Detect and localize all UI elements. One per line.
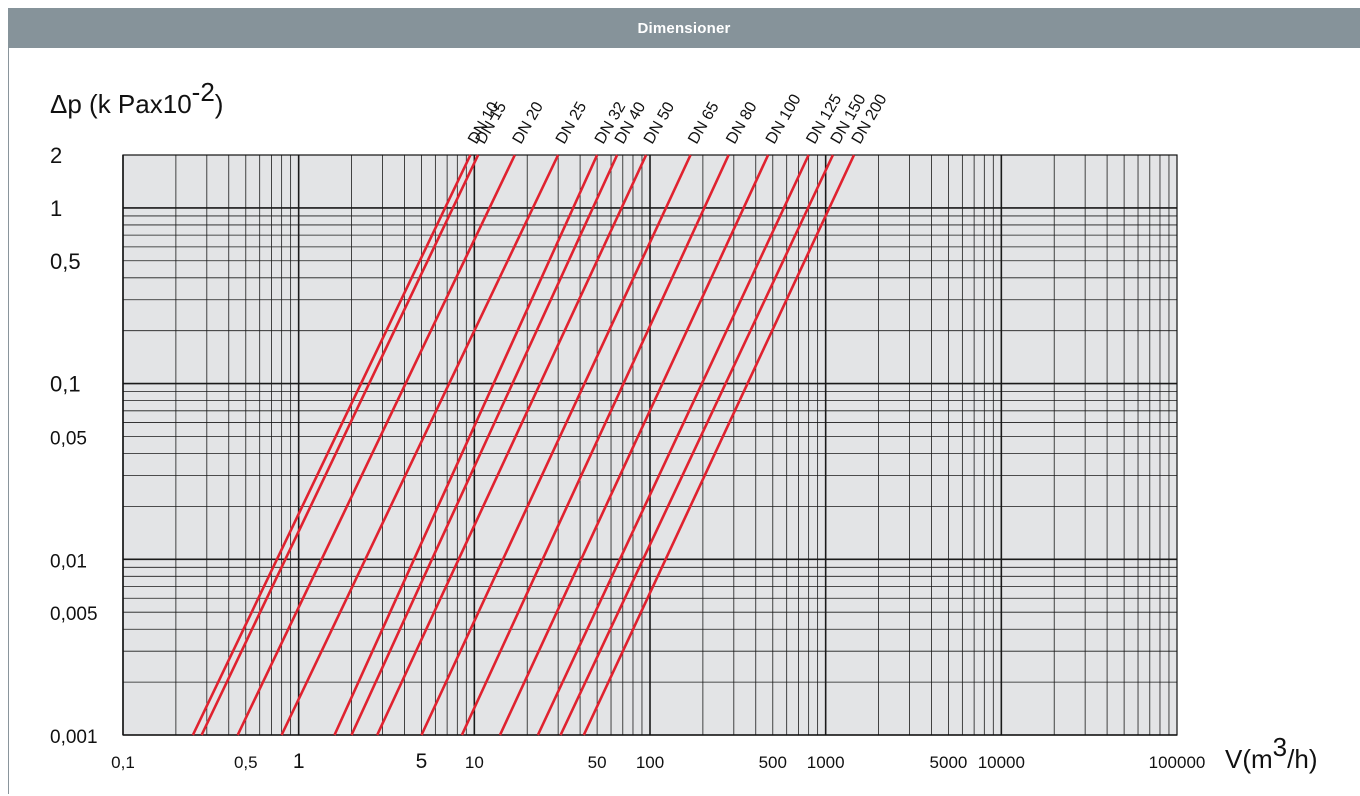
x-tick-label: 0,5 bbox=[234, 753, 258, 772]
series-line-dn-50 bbox=[376, 154, 648, 736]
x-axis-title-sup: 3 bbox=[1273, 732, 1287, 762]
series-lines bbox=[191, 154, 856, 736]
x-tick-label: 1000 bbox=[807, 753, 845, 772]
x-tick-labels: 0,1 0,5 1 5 10 50 100 500 1000 5000 10000 100000 bbox=[111, 750, 1205, 773]
series-line-dn-10 bbox=[191, 154, 472, 736]
x-tick-label: 1 bbox=[293, 750, 305, 773]
x-axis-title-main: V(m bbox=[1225, 744, 1273, 774]
y-axis-title: Δp (k Pax10-2) bbox=[50, 77, 223, 119]
y-tick-label: 0,001 bbox=[50, 727, 98, 748]
series-line-dn-20 bbox=[236, 154, 516, 736]
series-line-dn-25 bbox=[280, 154, 560, 736]
x-tick-label: 100000 bbox=[1149, 753, 1206, 772]
x-tick-label: 50 bbox=[588, 753, 607, 772]
y-tick-label: 2 bbox=[50, 143, 62, 168]
y-tick-label: 0,05 bbox=[50, 428, 87, 449]
series-line-dn-100 bbox=[498, 154, 770, 736]
series-label-dn-65: DN 65 bbox=[685, 99, 722, 147]
series-line-dn-40 bbox=[350, 154, 619, 736]
x-tick-label: 500 bbox=[759, 753, 787, 772]
y-axis-title-main: Δp (k Pax10 bbox=[50, 89, 192, 119]
series-label-dn-80: DN 80 bbox=[723, 99, 760, 147]
y-axis-title-close: ) bbox=[215, 89, 224, 119]
y-tick-label: 1 bbox=[50, 196, 62, 221]
series-label-dn-100: DN 100 bbox=[763, 91, 805, 147]
y-tick-label: 0,01 bbox=[50, 551, 87, 572]
series-line-dn-15 bbox=[200, 154, 480, 736]
x-tick-label: 10 bbox=[465, 753, 484, 772]
y-axis-title-sup: -2 bbox=[192, 77, 215, 107]
x-axis-title-close: /h) bbox=[1287, 744, 1317, 774]
series-label-dn-20: DN 20 bbox=[510, 99, 547, 147]
x-tick-label: 10000 bbox=[978, 753, 1025, 772]
series-label-dn-25: DN 25 bbox=[553, 99, 590, 147]
header-bar: Dimensioner bbox=[8, 8, 1360, 48]
header-title: Dimensioner bbox=[637, 19, 731, 37]
y-tick-label: 0,1 bbox=[50, 372, 81, 397]
y-tick-label: 0,005 bbox=[50, 604, 98, 625]
x-tick-label: 5 bbox=[416, 750, 428, 773]
x-axis-title: V(m3/h) bbox=[1225, 732, 1317, 774]
series-line-dn-32 bbox=[333, 154, 599, 736]
series-line-dn-125 bbox=[536, 154, 810, 736]
series-line-dn-200 bbox=[582, 154, 856, 736]
y-tick-label: 0,5 bbox=[50, 249, 81, 274]
series-line-dn-65 bbox=[420, 154, 692, 736]
x-tick-label: 100 bbox=[636, 753, 664, 772]
series-line-dn-80 bbox=[460, 154, 730, 736]
y-tick-labels: 2 1 0,5 0,1 0,05 0,01 0,005 0,001 bbox=[50, 143, 98, 748]
plot-border bbox=[122, 154, 1178, 736]
x-tick-label: 5000 bbox=[930, 753, 968, 772]
frame-border bbox=[8, 8, 1360, 794]
x-tick-label: 0,1 bbox=[111, 753, 135, 772]
series-line-dn-150 bbox=[559, 154, 835, 736]
